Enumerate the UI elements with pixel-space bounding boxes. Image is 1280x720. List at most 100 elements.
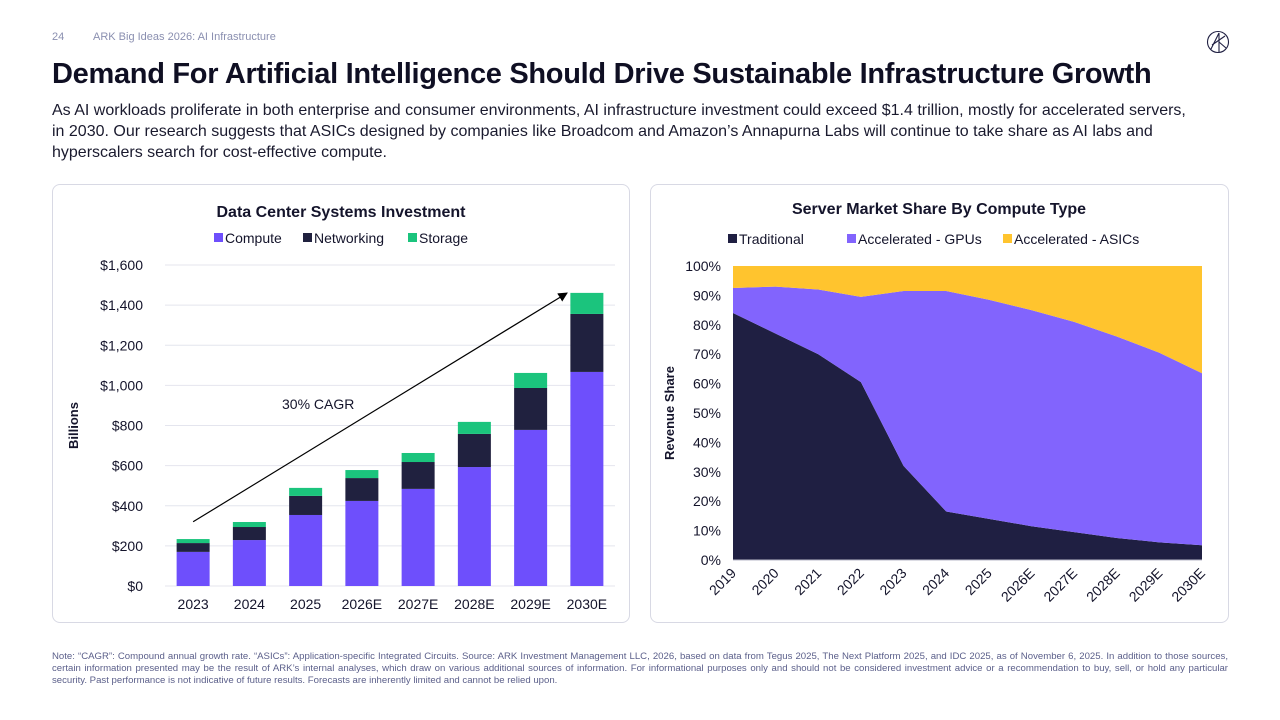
y-tick-label: $1,200 xyxy=(100,337,143,353)
legend-swatch xyxy=(408,233,417,242)
y-tick-label: $600 xyxy=(112,458,143,474)
y-tick-label: $1,400 xyxy=(100,297,143,313)
bar-compute-2024 xyxy=(232,540,266,586)
chart-title: Server Market Share By Compute Type xyxy=(792,201,1086,218)
y-tick-label: $200 xyxy=(112,538,143,554)
legend-item-storage: Storage xyxy=(408,230,468,246)
legend-item-traditional: Traditional xyxy=(728,231,804,247)
x-tick-label: 2019 xyxy=(706,565,739,598)
investment-bar-chart: Data Center Systems Investment Compute Net… xyxy=(66,204,615,612)
bar-networking-2029E xyxy=(514,387,548,430)
x-tick-label: 2028E xyxy=(454,596,494,612)
bar-networking-2023 xyxy=(176,543,210,552)
x-tick-label: 2030E xyxy=(567,596,607,612)
y-tick-label: 20% xyxy=(693,493,721,509)
bar-storage-2025 xyxy=(289,487,323,496)
x-tick-label: 2026E xyxy=(998,565,1038,605)
legend-item-compute: Compute xyxy=(214,230,282,246)
area-accelerated-asics xyxy=(733,266,1202,374)
x-tick-label: 2021 xyxy=(791,565,824,598)
x-tick-label: 2030E xyxy=(1168,565,1208,605)
legend-swatch xyxy=(847,234,856,243)
y-tick-label: 30% xyxy=(693,464,721,480)
investment-chart-card: Data Center Systems Investment Compute Net… xyxy=(52,184,630,623)
cagr-label: 30% CAGR xyxy=(282,396,354,412)
footnote: Note: “CAGR”: Compound annual growth rat… xyxy=(52,651,1228,686)
y-tick-label: $1,000 xyxy=(100,377,143,393)
legend-item-accelerated-asics: Accelerated - ASICs xyxy=(1003,231,1139,247)
legend-swatch xyxy=(214,233,223,242)
bar-storage-2026E xyxy=(345,470,379,479)
y-tick-label: 80% xyxy=(693,317,721,333)
y-tick-label: 40% xyxy=(693,434,721,450)
legend-label: Accelerated - ASICs xyxy=(1014,231,1139,247)
x-tick-label: 2028E xyxy=(1083,565,1123,605)
chart-title: Data Center Systems Investment xyxy=(217,204,467,221)
deck-title: ARK Big Ideas 2026: AI Infrastructure xyxy=(93,31,276,43)
y-tick-label: $400 xyxy=(112,498,143,514)
bar-storage-2027E xyxy=(401,452,435,463)
page-number: 24 xyxy=(52,31,65,43)
y-tick-label: $0 xyxy=(127,578,143,594)
legend-label: Networking xyxy=(314,230,384,246)
x-tick-label: 2027E xyxy=(1040,565,1080,605)
x-tick-label: 2023 xyxy=(876,565,909,598)
bar-networking-2024 xyxy=(232,527,266,541)
y-tick-label: 10% xyxy=(693,523,721,539)
x-tick-label: 2024 xyxy=(234,596,265,612)
x-tick-label: 2022 xyxy=(834,565,867,598)
bar-compute-2025 xyxy=(289,514,323,586)
y-axis-label: Billions xyxy=(66,402,81,449)
x-tick-label: 2029E xyxy=(510,596,550,612)
legend-label: Accelerated - GPUs xyxy=(858,231,982,247)
bar-storage-2028E xyxy=(457,421,491,434)
y-axis-label: Revenue Share xyxy=(662,366,677,460)
x-tick-label: 2027E xyxy=(398,596,438,612)
area-traditional xyxy=(733,313,1202,560)
bar-compute-2027E xyxy=(401,488,435,586)
y-tick-label: 70% xyxy=(693,346,721,362)
y-tick-label: $1,600 xyxy=(100,257,143,273)
legend-item-networking: Networking xyxy=(303,230,384,246)
bar-storage-2030E xyxy=(570,292,604,314)
ark-logo-icon xyxy=(1206,30,1230,54)
x-tick-label: 2024 xyxy=(919,565,952,598)
y-tick-label: 100% xyxy=(685,258,721,274)
bar-storage-2023 xyxy=(176,539,210,544)
legend-item-accelerated-gpus: Accelerated - GPUs xyxy=(847,231,982,247)
x-tick-label: 2029E xyxy=(1126,565,1166,605)
y-tick-label: $800 xyxy=(112,418,143,434)
cagr-arrow xyxy=(192,292,568,523)
legend-swatch xyxy=(728,234,737,243)
y-tick-label: 60% xyxy=(693,376,721,392)
legend-label: Compute xyxy=(225,230,282,246)
area-accelerated-gpus xyxy=(733,286,1202,546)
market-share-chart-card: Server Market Share By Compute Type Tradi… xyxy=(650,184,1229,623)
market-share-area-chart: Server Market Share By Compute Type Tradi… xyxy=(662,201,1208,605)
x-tick-label: 2025 xyxy=(962,565,995,598)
x-tick-label: 2026E xyxy=(342,596,382,612)
y-tick-label: 50% xyxy=(693,405,721,421)
bar-networking-2027E xyxy=(401,462,435,489)
y-tick-label: 90% xyxy=(693,287,721,303)
bar-networking-2030E xyxy=(570,313,604,372)
bar-networking-2025 xyxy=(289,495,323,515)
bar-storage-2024 xyxy=(232,522,266,528)
bar-compute-2023 xyxy=(176,551,210,586)
bar-compute-2029E xyxy=(514,429,548,586)
bar-compute-2028E xyxy=(457,467,491,586)
bar-networking-2026E xyxy=(345,478,379,501)
bar-compute-2030E xyxy=(570,371,604,586)
x-tick-label: 2020 xyxy=(748,565,781,598)
x-tick-label: 2025 xyxy=(290,596,321,612)
page-title: Demand For Artificial Intelligence Shoul… xyxy=(52,58,1152,90)
legend-label: Storage xyxy=(419,230,468,246)
legend-swatch xyxy=(1003,234,1012,243)
bar-compute-2026E xyxy=(345,500,379,586)
x-tick-label: 2023 xyxy=(178,596,209,612)
bar-storage-2029E xyxy=(514,372,548,388)
legend-label: Traditional xyxy=(739,231,804,247)
page-subtitle: As AI workloads proliferate in both ente… xyxy=(52,102,1186,161)
legend-swatch xyxy=(303,233,312,242)
bar-networking-2028E xyxy=(457,433,491,468)
